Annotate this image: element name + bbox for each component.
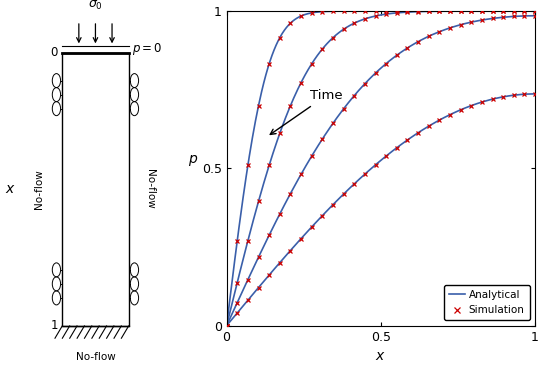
- Text: No-flow: No-flow: [75, 353, 115, 362]
- Text: No-flow: No-flow: [34, 169, 44, 209]
- Text: $\sigma_0$: $\sigma_0$: [88, 0, 103, 12]
- Text: 0: 0: [51, 46, 58, 59]
- Text: No-flow: No-flow: [145, 169, 156, 209]
- Text: Time: Time: [270, 89, 342, 134]
- Bar: [62, 53, 129, 326]
- Text: $p = 0$: $p = 0$: [132, 41, 162, 57]
- Y-axis label: $p$: $p$: [188, 153, 199, 169]
- Legend: Analytical, Simulation: Analytical, Simulation: [444, 285, 530, 321]
- Text: $x$: $x$: [5, 182, 16, 196]
- Text: 1: 1: [51, 319, 58, 332]
- X-axis label: $x$: $x$: [376, 349, 386, 363]
